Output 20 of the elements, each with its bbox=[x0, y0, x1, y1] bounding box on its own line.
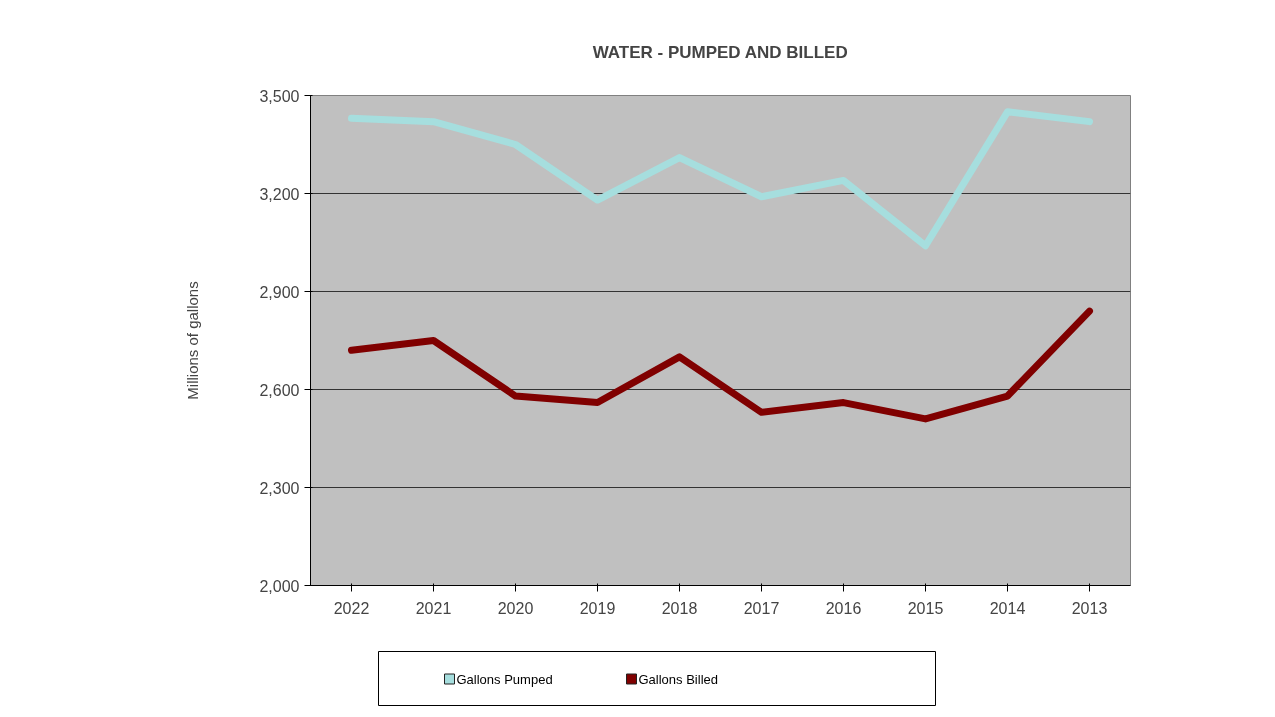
y-tick-label: 2,300 bbox=[259, 479, 300, 497]
x-tick-label: 2018 bbox=[661, 599, 698, 617]
y-tick-label: 2,900 bbox=[259, 283, 300, 301]
x-tick-label: 2019 bbox=[579, 599, 616, 617]
y-tick-label: 2,000 bbox=[259, 577, 300, 595]
x-tick-label: 2017 bbox=[743, 599, 780, 617]
y-tick-label: 2,600 bbox=[259, 381, 300, 399]
x-tick-label: 2013 bbox=[1071, 599, 1108, 617]
chart-title: WATER - PUMPED AND BILLED bbox=[592, 42, 848, 62]
x-tick-label: 2016 bbox=[825, 599, 862, 617]
x-tick-label: 2014 bbox=[989, 599, 1026, 617]
x-tick-label: 2020 bbox=[497, 599, 534, 617]
x-tick-label: 2015 bbox=[907, 599, 944, 617]
x-tick-label: 2021 bbox=[415, 599, 452, 617]
y-tick-label: 3,200 bbox=[259, 185, 300, 203]
y-axis-title: Millions of gallons bbox=[184, 281, 202, 400]
x-tick-label: 2022 bbox=[333, 599, 370, 617]
legend-label: Gallons Billed bbox=[638, 671, 718, 687]
legend-label: Gallons Pumped bbox=[456, 671, 553, 687]
y-tick-label: 3,500 bbox=[259, 87, 300, 105]
